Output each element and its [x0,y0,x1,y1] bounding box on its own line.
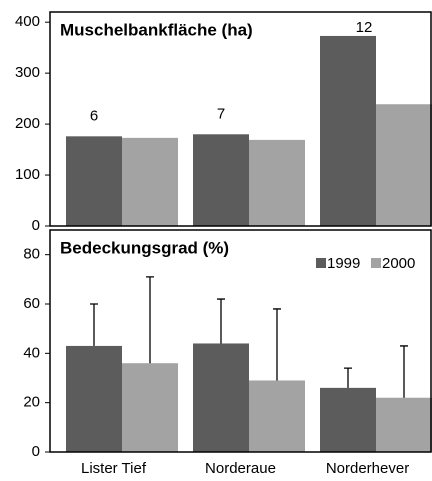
error-bar [273,308,281,381]
y-tick-label: 100 [15,166,40,183]
error-bar [400,345,408,398]
x-tick-label: Norderaue [205,460,276,477]
frame [49,229,432,453]
group-label: 12 [356,19,373,36]
bar [249,139,305,226]
x-tick-label: Norderhever [326,460,409,477]
y-tick-label: 40 [23,344,40,361]
bar [249,380,305,452]
legend-swatch [316,258,326,268]
bar [376,104,432,226]
error-bar [146,276,154,364]
y-tick-label: 0 [32,443,40,460]
panel-title: Bedeckungsgrad (%) [60,238,229,257]
y-tick-label: 20 [23,394,40,411]
y-tick-label: 80 [23,246,40,263]
bar [66,345,122,452]
error-bar [90,303,98,346]
bar [320,387,376,452]
group-label: 7 [217,105,225,122]
y-tick-label: 400 [15,13,40,30]
error-bar [344,367,352,388]
legend-label: 1999 [327,255,360,272]
panel-title: Muschelbankfläche (ha) [60,20,253,39]
x-tick-label: Lister Tief [81,460,147,477]
bar [122,137,178,226]
error-bar [217,298,225,344]
y-tick-label: 0 [32,217,40,234]
bar [193,134,249,226]
y-tick-label: 60 [23,295,40,312]
bar [376,397,432,452]
bar [66,136,122,226]
legend-label: 2000 [382,255,415,272]
legend-swatch [371,258,381,268]
y-tick-label: 200 [15,115,40,132]
bar [122,363,178,452]
group-label: 6 [90,107,98,124]
frame [49,11,432,227]
bar [320,35,376,227]
bar [193,343,249,452]
y-tick-label: 300 [15,64,40,81]
